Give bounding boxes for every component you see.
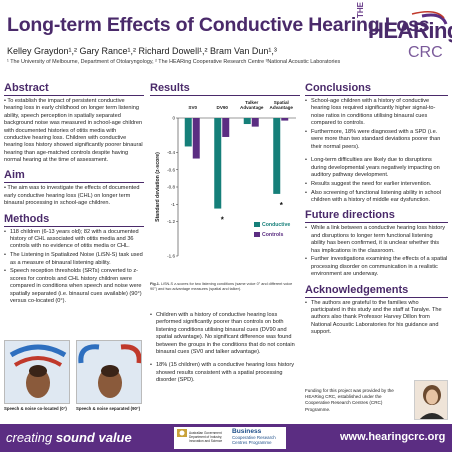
figure-label: Fig.1. xyxy=(150,282,160,286)
significance-marker: * xyxy=(280,201,284,210)
footer-slogan: creating sound value xyxy=(6,430,132,445)
poster-title: Long-term Effects of Conductive Hearing … xyxy=(7,14,430,36)
category-label: Spatial xyxy=(274,100,289,105)
bar-controls xyxy=(251,118,259,127)
results-chart: 0 -0.4 -0.6 -0.8 -1 -1.2 -1.6 Standard deviatio… xyxy=(150,96,300,266)
abstract-text: • To establish the impact of persistent … xyxy=(4,98,143,163)
slogan-part: creating xyxy=(6,430,56,445)
y-tick-label: -1.2 xyxy=(167,219,175,224)
list-item: 118 children (6-13 years old); 82 with a… xyxy=(4,229,144,251)
results-list: Children with a history of conductive he… xyxy=(150,312,300,386)
website-link[interactable]: www.hearingcrc.org xyxy=(340,431,446,443)
hearing-crc-logo: THE HEARing CRC xyxy=(352,2,452,70)
gov-line: Australian Government xyxy=(189,431,222,435)
y-tick-label: 0 xyxy=(172,116,175,121)
government-logo: Australian Government Department of Indu… xyxy=(189,431,222,443)
list-item: Long-term difficulties are likely due to… xyxy=(305,157,448,179)
slogan-emphasis: sound value xyxy=(55,430,132,445)
future-heading: Future directions xyxy=(305,209,448,224)
logo-swoosh-icon xyxy=(411,11,448,25)
methods-list: 118 children (6-13 years old); 82 with a… xyxy=(4,229,144,306)
list-item: The Listening in Spatialized Noise (LiSN… xyxy=(4,252,144,267)
figure-caption: Fig.1. LiSN-S z-scores for two listening… xyxy=(150,282,300,292)
sponsor-logos: Australian Government Department of Indu… xyxy=(174,427,286,449)
poster-footer: creating sound value Australian Governme… xyxy=(0,424,452,452)
list-item: Children with a history of conductive he… xyxy=(150,312,300,356)
y-tick-label: -1 xyxy=(171,202,176,207)
bcrc-line: Centres Programme xyxy=(232,439,272,445)
column-left: Abstract • To establish the impact of pe… xyxy=(4,82,144,307)
poster-header: Long-term Effects of Conductive Hearing … xyxy=(0,0,452,80)
author-portrait xyxy=(414,380,448,420)
list-item: Also screening of functional listening a… xyxy=(305,190,448,205)
acknowledgements-list: The authors are grateful to the families… xyxy=(305,300,448,337)
bcrc-title: Business xyxy=(232,428,262,435)
bar-controls xyxy=(281,118,289,121)
y-tick-label: -1.6 xyxy=(167,254,175,259)
conclusions-list: School-age children with a history of co… xyxy=(305,98,448,204)
category-label: Advantage xyxy=(240,105,264,110)
list-item: School-age children with a history of co… xyxy=(305,98,448,128)
legend-label: Controls xyxy=(262,232,283,238)
list-item: 18% (15 children) with a conductive hear… xyxy=(150,362,300,384)
bar-controls xyxy=(222,118,230,137)
logo-the-text: THE xyxy=(356,2,365,18)
list-item: Furthermore, 18% were diagnosed with a S… xyxy=(305,129,448,151)
aim-text: • The aim was to investigate the effects… xyxy=(4,185,140,207)
logo-crc-text: CRC xyxy=(408,44,443,61)
author-list: Kelley Graydon¹,² Gary Rance¹,² Richard … xyxy=(7,46,277,56)
person-photo-icon xyxy=(415,381,447,419)
future-list: While a link between a conductive hearin… xyxy=(305,225,448,278)
category-label: SV0 xyxy=(188,105,197,110)
y-tick-label: -0.8 xyxy=(167,185,175,190)
y-tick-label: -0.6 xyxy=(167,167,175,172)
funding-note: Funding for this project was provided by… xyxy=(305,388,394,412)
gov-line: Department of Industry, xyxy=(189,435,223,440)
y-axis-label: Standard deviation (z-score) xyxy=(155,152,161,222)
list-item: Further investigations examining the eff… xyxy=(305,256,448,278)
legend-label: Conductive xyxy=(262,222,290,228)
legend-swatch xyxy=(254,222,260,227)
bar-conductive xyxy=(243,118,251,125)
y-tick-label: -0.4 xyxy=(167,150,175,155)
list-item: The authors are grateful to the families… xyxy=(305,300,448,337)
photo-co-located xyxy=(4,340,70,404)
acknowledgements-heading: Acknowledgements xyxy=(305,284,448,298)
head-illustration-icon xyxy=(5,341,69,403)
significance-marker: * xyxy=(221,216,225,225)
list-item: Speech reception thresholds (SRTs) conve… xyxy=(4,268,144,305)
logo-main-text: HEARing xyxy=(368,18,452,43)
government-crest-icon xyxy=(177,429,187,437)
legend-swatch xyxy=(254,232,260,237)
bar-chart: 0 -0.4 -0.6 -0.8 -1 -1.2 -1.6 Standard deviatio… xyxy=(155,100,296,259)
photo-separated xyxy=(76,340,142,404)
list-item: While a link between a conductive hearin… xyxy=(305,225,448,255)
bar-conductive xyxy=(214,118,222,209)
head-illustration-icon xyxy=(77,341,141,403)
abstract-heading: Abstract xyxy=(4,82,144,96)
gov-line: Innovation and Science xyxy=(189,439,223,444)
conclusions-heading: Conclusions xyxy=(305,82,448,96)
bar-conductive xyxy=(184,118,192,147)
column-middle: Results xyxy=(150,82,300,98)
affiliations: ¹ The University of Melbourne, Departmen… xyxy=(7,59,341,65)
method-photos: Speech & noise co-located (0°) Speech & … xyxy=(4,340,144,418)
category-label: Advantage xyxy=(270,105,294,110)
aim-heading: Aim xyxy=(4,169,144,184)
category-label: Talker xyxy=(245,100,258,105)
bar-conductive xyxy=(273,118,281,194)
column-right: Conclusions School-age children with a h… xyxy=(305,82,448,338)
list-item: Results suggest the need for earlier int… xyxy=(305,181,448,189)
bcrc-logo: Business Cooperative Research Centres Pr… xyxy=(232,428,276,445)
photo-caption: Speech & noise co-located (0°) xyxy=(4,406,67,411)
figure-caption-text: LiSN-S z-scores for two listening condit… xyxy=(150,282,293,291)
category-label: DV90 xyxy=(217,105,229,110)
results-heading: Results xyxy=(150,82,300,96)
bcrc-line: Cooperative Research xyxy=(232,434,276,440)
photo-caption: Speech & noise separated (90°) xyxy=(76,406,141,411)
methods-heading: Methods xyxy=(4,213,144,227)
bar-controls xyxy=(192,118,200,159)
